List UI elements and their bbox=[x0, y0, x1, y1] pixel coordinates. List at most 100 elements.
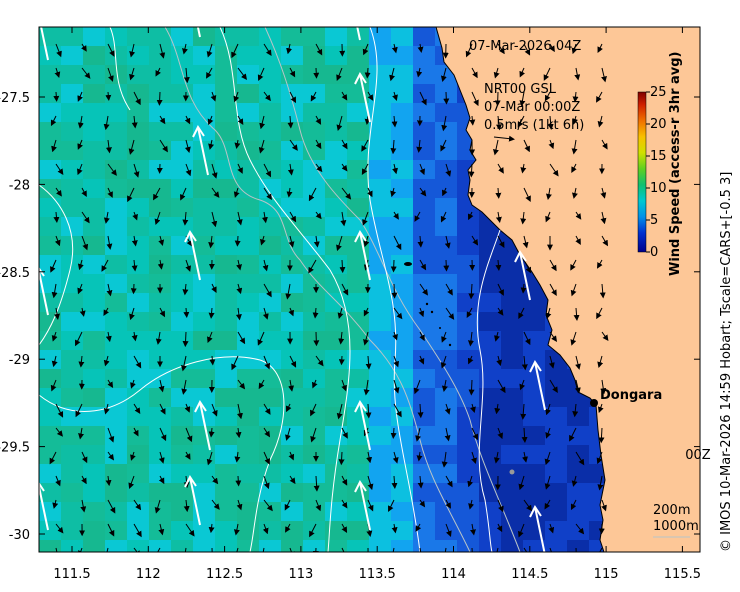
wind-arrow-head bbox=[529, 360, 542, 373]
current-arrow bbox=[363, 379, 370, 396]
current-arrow bbox=[523, 547, 528, 552]
current-vectors bbox=[49, 43, 609, 552]
speed-cell bbox=[149, 464, 172, 484]
speed-cell bbox=[281, 84, 304, 104]
wind-arrow-head bbox=[354, 72, 367, 85]
current-arrow bbox=[156, 91, 163, 106]
current-arrow bbox=[77, 139, 83, 150]
speed-cell bbox=[127, 141, 150, 161]
speed-cell bbox=[523, 521, 546, 541]
current-arrow bbox=[158, 451, 165, 464]
current-arrow bbox=[154, 499, 161, 514]
speed-cell bbox=[413, 274, 436, 294]
current-arrow bbox=[497, 307, 504, 316]
legend-scale: 0.5m/s (1kt 6h) bbox=[484, 118, 584, 133]
speed-cell bbox=[369, 27, 392, 47]
speed-cell bbox=[413, 46, 436, 66]
current-arrow bbox=[315, 163, 323, 173]
speed-cell bbox=[501, 407, 524, 427]
speed-cell bbox=[457, 369, 480, 389]
current-arrow bbox=[548, 139, 555, 150]
speed-cell bbox=[435, 369, 458, 389]
speed-cell bbox=[193, 540, 216, 552]
current-arrow bbox=[50, 259, 57, 273]
current-arrow bbox=[262, 307, 269, 320]
speed-cell bbox=[545, 426, 568, 446]
speed-cell bbox=[237, 65, 260, 85]
speed-cell bbox=[61, 103, 84, 123]
current-arrow bbox=[465, 43, 473, 58]
speed-cell bbox=[171, 369, 194, 389]
current-arrow bbox=[263, 355, 271, 370]
speed-cell bbox=[457, 502, 480, 522]
speed-cell bbox=[325, 236, 348, 256]
speed-cell bbox=[39, 388, 62, 408]
current-arrow bbox=[419, 283, 429, 296]
speed-cell bbox=[237, 369, 260, 389]
speed-cell bbox=[61, 27, 84, 47]
speed-cell bbox=[325, 122, 348, 142]
dongara-marker bbox=[590, 399, 598, 407]
current-arrow bbox=[55, 403, 64, 418]
current-arrow bbox=[78, 355, 85, 368]
speed-cell bbox=[39, 160, 62, 180]
current-arrow bbox=[51, 139, 57, 153]
speed-cell bbox=[83, 312, 106, 332]
speed-cell bbox=[545, 464, 568, 484]
speed-cell bbox=[83, 27, 106, 47]
current-arrow bbox=[261, 211, 268, 224]
current-arrow bbox=[53, 211, 60, 223]
current-arrow bbox=[81, 235, 89, 251]
current-arrow bbox=[81, 187, 87, 198]
current-arrow bbox=[468, 379, 475, 396]
current-arrow bbox=[262, 547, 265, 552]
speed-cell bbox=[325, 426, 348, 446]
speed-cell bbox=[237, 274, 260, 294]
speed-cell bbox=[391, 502, 414, 522]
current-arrow bbox=[263, 499, 273, 512]
speed-cell bbox=[149, 312, 172, 332]
speed-cell bbox=[303, 122, 326, 142]
wind-arrow-shaft bbox=[519, 251, 531, 301]
current-arrow bbox=[442, 187, 448, 197]
x-tick-label: 114 bbox=[441, 567, 466, 582]
current-arrow bbox=[206, 451, 213, 466]
wind-arrow-shaft bbox=[39, 481, 49, 531]
colorbar-tick-label: 15 bbox=[650, 149, 667, 164]
current-arrow bbox=[105, 331, 112, 343]
speed-cell bbox=[237, 141, 260, 161]
current-arrow bbox=[570, 499, 577, 511]
current-arrow bbox=[471, 91, 479, 107]
current-arrow bbox=[133, 163, 140, 178]
speed-cell bbox=[127, 445, 150, 465]
speed-cell bbox=[391, 103, 414, 123]
speed-cell bbox=[149, 122, 172, 142]
speed-cell bbox=[369, 236, 392, 256]
speed-cell bbox=[369, 217, 392, 237]
current-arrow bbox=[311, 379, 318, 389]
current-arrow bbox=[211, 499, 220, 510]
current-arrow bbox=[341, 523, 348, 534]
current-arrow bbox=[520, 403, 527, 420]
current-arrow bbox=[155, 67, 161, 77]
speed-cell bbox=[149, 46, 172, 66]
speed-cell bbox=[303, 369, 326, 389]
depth-legend-200: 200m bbox=[653, 503, 690, 518]
speed-cell bbox=[391, 179, 414, 199]
current-arrow bbox=[469, 115, 476, 126]
speed-cell bbox=[83, 84, 106, 104]
speed-cell bbox=[435, 217, 458, 237]
speed-cell bbox=[479, 274, 502, 294]
speed-cell bbox=[105, 293, 128, 313]
speed-cell bbox=[413, 350, 436, 370]
current-arrow bbox=[601, 67, 607, 83]
speed-cell bbox=[83, 502, 106, 522]
speed-cell bbox=[215, 255, 238, 275]
current-arrow bbox=[263, 403, 271, 415]
speed-cell bbox=[61, 217, 84, 237]
speed-cell bbox=[281, 122, 304, 142]
current-arrow bbox=[288, 307, 294, 317]
current-arrow bbox=[471, 67, 478, 79]
speed-cell bbox=[501, 312, 524, 332]
current-arrow bbox=[493, 67, 500, 79]
